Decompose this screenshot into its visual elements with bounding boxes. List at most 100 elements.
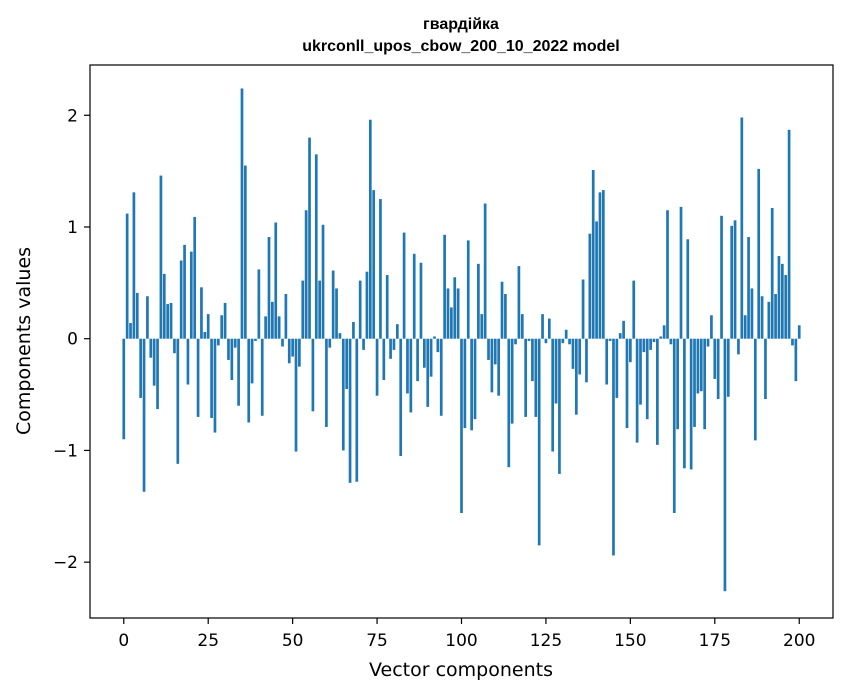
bar xyxy=(669,338,673,345)
bar xyxy=(365,271,369,339)
bar xyxy=(699,338,703,392)
y-tick-label: 1 xyxy=(67,218,78,238)
bar xyxy=(284,294,288,339)
bar xyxy=(399,338,403,457)
bar xyxy=(683,338,686,469)
bar xyxy=(291,338,294,357)
bar xyxy=(426,338,430,407)
bar xyxy=(122,338,126,440)
bar xyxy=(706,338,710,347)
bar xyxy=(770,208,774,339)
bar xyxy=(308,137,311,339)
bar xyxy=(574,338,578,415)
bar xyxy=(244,165,247,339)
bar xyxy=(689,338,693,470)
bar xyxy=(321,224,325,339)
bar xyxy=(436,338,440,353)
bar xyxy=(412,253,416,339)
y-tick-label: 2 xyxy=(67,106,78,126)
bar xyxy=(416,338,419,382)
bar xyxy=(338,333,342,339)
bar xyxy=(659,336,663,339)
bar xyxy=(784,275,788,339)
bar xyxy=(477,263,480,339)
bar xyxy=(247,338,251,423)
bar xyxy=(409,338,413,413)
bar xyxy=(730,225,734,339)
bar xyxy=(652,338,656,343)
bar xyxy=(585,338,588,383)
bar xyxy=(146,296,149,339)
bar xyxy=(672,338,676,513)
bar xyxy=(605,338,609,385)
bar xyxy=(358,280,362,339)
bar xyxy=(267,237,271,339)
bar xyxy=(760,296,764,339)
bar xyxy=(429,338,433,377)
bar xyxy=(368,119,372,339)
chart-title: гвардійка xyxy=(423,16,499,33)
bar xyxy=(767,301,771,339)
bar xyxy=(733,220,737,339)
bar xyxy=(747,237,750,339)
bar xyxy=(753,338,757,441)
bar xyxy=(794,338,798,382)
bar xyxy=(645,338,649,420)
bar xyxy=(341,338,345,451)
bar xyxy=(507,338,511,468)
bar xyxy=(520,314,524,339)
bar xyxy=(433,336,436,339)
bar xyxy=(615,338,619,398)
bar xyxy=(666,210,669,339)
bar xyxy=(240,88,244,339)
bar xyxy=(352,321,355,339)
bar xyxy=(277,316,281,339)
bar xyxy=(162,273,166,339)
bar xyxy=(473,338,477,420)
bar xyxy=(331,270,335,339)
plot-frame xyxy=(89,64,834,619)
bar xyxy=(314,154,318,339)
bar xyxy=(135,292,139,339)
bar xyxy=(220,315,224,339)
bar xyxy=(132,192,136,339)
bar xyxy=(189,251,193,339)
bar xyxy=(379,199,382,339)
bar xyxy=(233,338,237,348)
bar xyxy=(662,325,666,339)
bar xyxy=(287,338,291,364)
y-tick-label: −1 xyxy=(53,441,78,461)
bar xyxy=(642,338,646,353)
bar xyxy=(693,338,696,427)
bar xyxy=(142,338,146,492)
bar xyxy=(345,338,349,389)
bar xyxy=(483,203,487,339)
y-tick-label: 0 xyxy=(67,330,78,350)
bar xyxy=(723,338,727,592)
x-tick-label: 0 xyxy=(118,631,129,651)
bar xyxy=(612,338,615,556)
bar xyxy=(196,338,200,417)
bar xyxy=(230,338,234,381)
bar xyxy=(129,323,132,339)
bar xyxy=(210,338,213,419)
bar xyxy=(639,338,642,405)
bar xyxy=(216,338,220,346)
bar xyxy=(757,168,761,339)
bar xyxy=(740,117,744,339)
bar xyxy=(686,239,690,339)
bar xyxy=(777,256,781,339)
bar xyxy=(176,338,180,464)
bar xyxy=(588,233,592,339)
bar xyxy=(206,314,210,339)
bar xyxy=(703,338,707,430)
bar xyxy=(517,266,521,339)
bar xyxy=(558,338,561,474)
bar xyxy=(159,175,163,339)
bar xyxy=(656,338,659,445)
bar xyxy=(311,338,315,412)
bar xyxy=(710,315,713,339)
bar xyxy=(737,338,740,355)
bar xyxy=(260,338,264,416)
